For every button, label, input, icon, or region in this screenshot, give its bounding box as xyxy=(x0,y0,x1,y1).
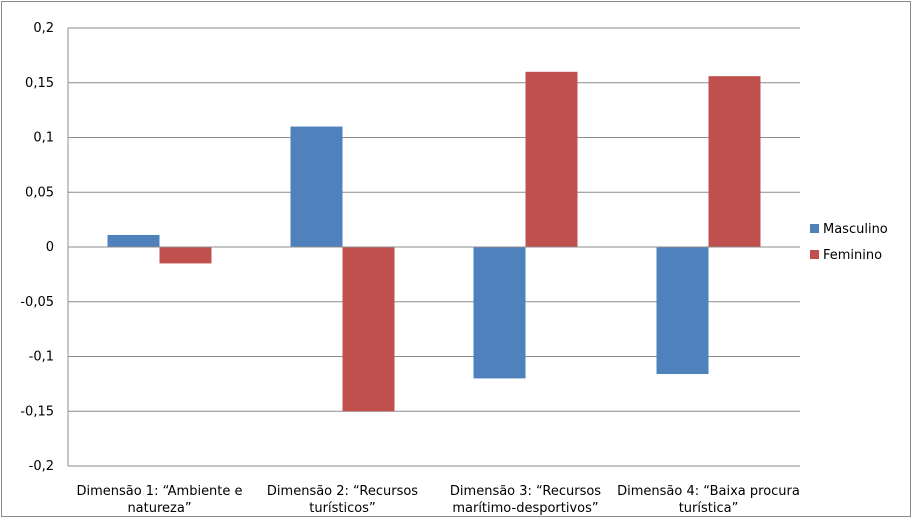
y-tick-label: -0,1 xyxy=(29,350,54,365)
y-tick-label: 0,1 xyxy=(33,131,54,146)
bar-masculino-3 xyxy=(473,247,526,379)
x-tick-label: Dimensão 1: “Ambiente e xyxy=(76,484,242,499)
bar-masculino-2 xyxy=(290,126,343,247)
legend-swatch-masculino xyxy=(810,224,819,233)
bar-feminino-4 xyxy=(708,76,761,248)
x-tick-label: Dimensão 2: “Recursos xyxy=(267,484,418,499)
bar-masculino-1 xyxy=(107,234,160,247)
bar-feminino-1 xyxy=(159,247,212,264)
bar-masculino-4 xyxy=(656,247,709,375)
x-tick-label: Dimensão 4: “Baixa procura xyxy=(617,484,800,499)
y-tick-label: -0,05 xyxy=(20,295,54,310)
legend-label-feminino: Feminino xyxy=(823,248,882,263)
x-axis-tick-labels: Dimensão 1: “Ambiente e natureza” Dimensão… xyxy=(76,484,799,516)
y-tick-label: 0,05 xyxy=(25,185,54,200)
bars xyxy=(107,71,761,412)
y-axis-tick-labels: -0,2 -0,15 -0,1 -0,05 0 0,05 0,1 0,15 0,2 xyxy=(20,21,54,474)
y-tick-label: -0,15 xyxy=(20,404,54,419)
x-tick-label: turísticos” xyxy=(309,501,375,516)
legend-swatch-feminino xyxy=(810,250,819,259)
bar-feminino-3 xyxy=(525,71,578,247)
y-tick-label: -0,2 xyxy=(29,459,54,474)
legend: Masculino Feminino xyxy=(810,222,888,263)
y-tick-label: 0,2 xyxy=(33,21,54,36)
x-tick-label: marítimo-desportivos” xyxy=(452,501,598,516)
bar-feminino-2 xyxy=(342,247,395,412)
legend-label-masculino: Masculino xyxy=(823,222,888,237)
x-tick-label: turística” xyxy=(679,501,739,516)
y-tick-label: 0,15 xyxy=(25,76,54,91)
x-tick-label: natureza” xyxy=(127,501,191,516)
y-tick-label: 0 xyxy=(46,240,54,255)
x-tick-label: Dimensão 3: “Recursos xyxy=(450,484,601,499)
